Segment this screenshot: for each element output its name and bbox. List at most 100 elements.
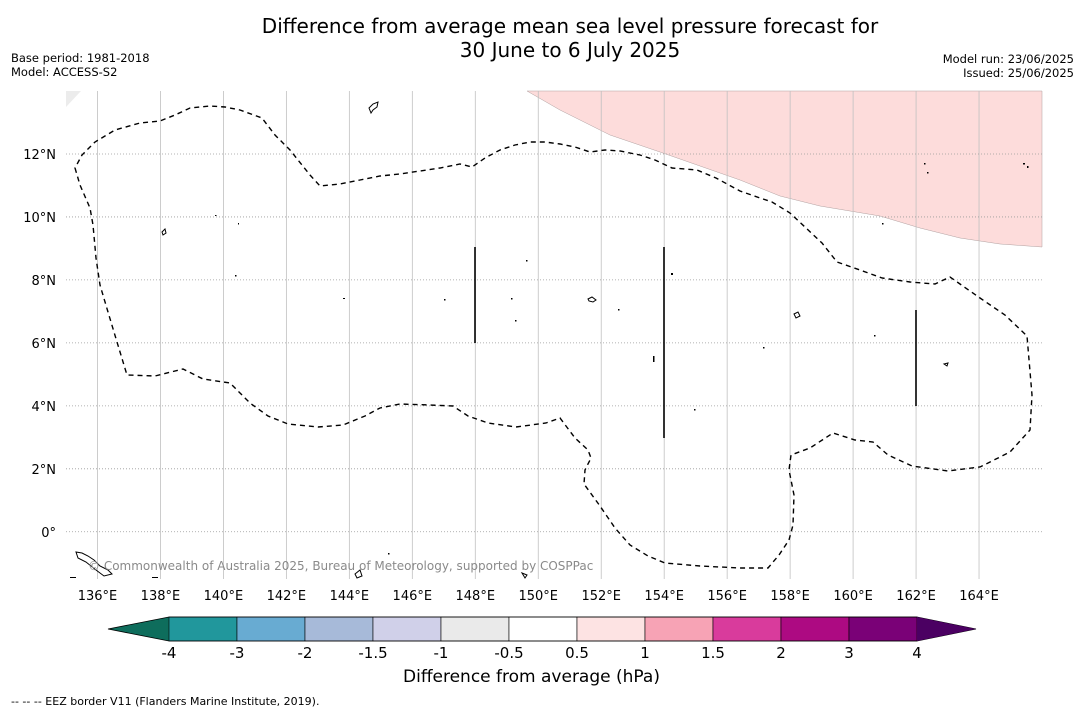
atoll (618, 309, 620, 311)
eez-border (74, 105, 1033, 569)
atoll (882, 223, 884, 225)
atoll (1023, 163, 1025, 165)
colorbar-tick-label: 4 (912, 644, 922, 662)
map-title: Difference from average mean sea level p… (0, 14, 1085, 62)
colorbar-tick-label: -1.5 (358, 644, 387, 662)
lon-tick-label: 160°E (833, 589, 873, 604)
colorbar-tick-label: -1 (434, 644, 449, 662)
atoll (763, 347, 765, 349)
colorbar-title: Difference from average (hPa) (403, 667, 660, 687)
anomaly-region-positive (526, 90, 1043, 248)
colorbar-box (440, 616, 510, 642)
colorbar-box (508, 616, 578, 642)
atoll (152, 577, 158, 578)
lat-tick-label: 8°N (32, 274, 57, 289)
colorbar-box (236, 616, 306, 642)
colorbar-tick-label: 1 (640, 644, 650, 662)
atoll (238, 223, 239, 225)
island-new-guinea (75, 551, 113, 577)
atoll (215, 215, 217, 216)
issued-text: Issued: 25/06/2025 (963, 66, 1074, 80)
lon-tick-label: 154°E (644, 589, 684, 604)
island-yap (161, 228, 167, 236)
atoll (511, 298, 513, 300)
island-pohnpei (793, 311, 801, 319)
colorbar-tick-label: 1.5 (701, 644, 725, 662)
title-line-1: Difference from average mean sea level p… (261, 14, 879, 38)
lon-tick-label: 136°E (78, 589, 118, 604)
lat-tick-label: 10°N (23, 211, 56, 226)
colorbar-box (780, 616, 850, 642)
lat-tick-label: 6°N (32, 337, 57, 352)
lat-tick-label: 4°N (32, 400, 57, 415)
colorbar-extend-high (917, 617, 976, 641)
colorbar-box (304, 616, 374, 642)
island-small-1 (354, 569, 363, 579)
lat-tick-label: 0° (41, 526, 56, 541)
lon-tick-label: 146°E (393, 589, 433, 604)
island-guam (368, 101, 379, 115)
islands (75, 101, 949, 579)
atoll (924, 163, 926, 165)
base-period-text: Base period: 1981-2018 (11, 51, 150, 65)
colorbar-tick-label: 2 (776, 644, 786, 662)
lon-tick-label: 158°E (770, 589, 810, 604)
colorbar-tick-label: -3 (230, 644, 245, 662)
atoll (70, 577, 76, 578)
meta-right: Model run: 23/06/2025 Issued: 25/06/2025 (943, 52, 1074, 80)
lon-tick-label: 148°E (456, 589, 496, 604)
colorbar-box (372, 616, 442, 642)
colorbar: -4 -3 -2 -1.5 -1 -0.5 0.5 1 1.5 2 3 4 (107, 616, 977, 662)
atoll (388, 553, 390, 555)
latitude-labels: 0° 2°N 4°N 6°N 8°N 10°N 12°N (23, 148, 56, 541)
gridlines (66, 91, 1042, 579)
meta-left: Base period: 1981-2018 Model: ACCESS-S2 (11, 51, 150, 79)
lon-tick-label: 150°E (518, 589, 558, 604)
lon-tick-label: 144°E (330, 589, 370, 604)
copyright-text: © Commonwealth of Australia 2025, Bureau… (88, 559, 593, 573)
title-line-2: 30 June to 6 July 2025 (459, 38, 681, 62)
colorbar-tick-label: -2 (298, 644, 313, 662)
model-text: Model: ACCESS-S2 (11, 65, 118, 79)
colorbar-boxes (107, 616, 977, 642)
colorbar-tick-label: -4 (162, 644, 177, 662)
colorbar-ticks: -4 -3 -2 -1.5 -1 -0.5 0.5 1 1.5 2 3 4 (162, 644, 922, 662)
island-kosrae (942, 362, 949, 367)
island-chuuk (587, 296, 597, 303)
lon-tick-label: 156°E (707, 589, 747, 604)
colorbar-tick-label: 3 (844, 644, 854, 662)
lat-tick-label: 12°N (23, 148, 56, 163)
lat-tick-label: 2°N (32, 463, 57, 478)
lon-tick-label: 162°E (896, 589, 936, 604)
atoll (927, 172, 929, 174)
lon-tick-label: 138°E (141, 589, 181, 604)
lon-tick-label: 140°E (204, 589, 244, 604)
atoll (444, 299, 446, 301)
lon-tick-label: 164°E (959, 589, 999, 604)
colorbar-tick-label: -0.5 (494, 644, 523, 662)
longitude-labels: 136°E 138°E 140°E 142°E 144°E 146°E 148°E 150°E… (78, 589, 999, 604)
atoll (515, 320, 517, 322)
atolls (70, 163, 1029, 578)
colorbar-tick-label: 0.5 (565, 644, 589, 662)
island-small-2 (520, 571, 528, 579)
colorbar-box (712, 616, 782, 642)
map-area: © Commonwealth of Australia 2025, Bureau… (23, 90, 1043, 604)
colorbar-box (644, 616, 714, 642)
colorbar-box (576, 616, 646, 642)
eez-footer-note: -- -- -- EEZ border V11 (Flanders Marine… (11, 695, 320, 708)
lon-tick-label: 142°E (267, 589, 307, 604)
model-run-text: Model run: 23/06/2025 (942, 52, 1074, 66)
corner-shade (66, 91, 81, 107)
atoll (1027, 166, 1029, 168)
colorbar-box (848, 616, 918, 642)
atoll (235, 275, 237, 277)
atoll (671, 273, 673, 275)
atoll (526, 260, 528, 262)
atoll (653, 356, 655, 362)
atoll (343, 298, 345, 299)
colorbar-extend-low (108, 617, 169, 641)
colorbar-box (168, 616, 238, 642)
lon-tick-label: 152°E (581, 589, 621, 604)
